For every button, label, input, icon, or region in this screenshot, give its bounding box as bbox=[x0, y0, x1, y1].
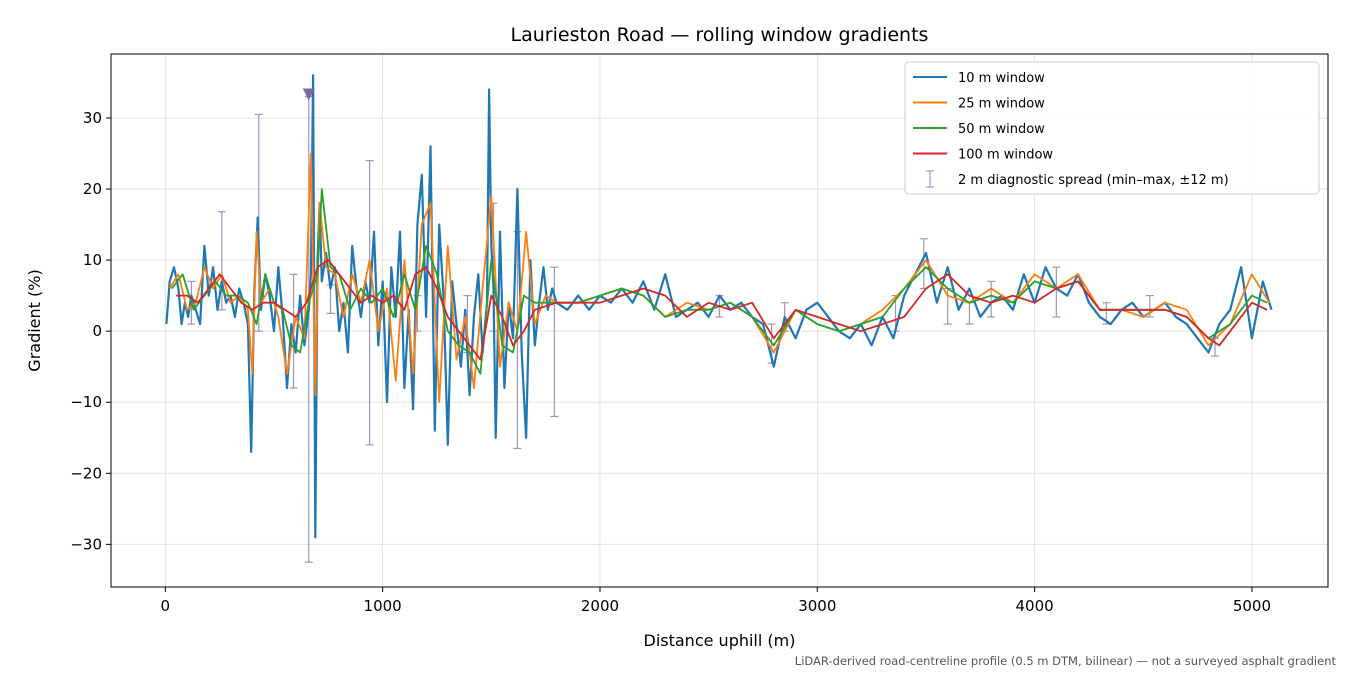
y-tick-label: 10 bbox=[83, 251, 102, 269]
spread-bar bbox=[217, 211, 226, 311]
legend-label: 2 m diagnostic spread (min–max, ±12 m) bbox=[958, 173, 1229, 188]
peak-marker bbox=[302, 88, 315, 101]
y-tick-label: 20 bbox=[83, 180, 102, 198]
spread-bar bbox=[1052, 266, 1061, 318]
x-axis-title: Distance uphill (m) bbox=[644, 631, 796, 650]
series-50m-line bbox=[171, 188, 1268, 375]
legend-label: 50 m window bbox=[958, 122, 1045, 137]
x-tick-label: 1000 bbox=[364, 597, 402, 615]
legend-label: 10 m window bbox=[958, 71, 1045, 86]
legend-swatch bbox=[926, 170, 934, 188]
x-tick-label: 2000 bbox=[581, 597, 619, 615]
legend-label: 100 m window bbox=[958, 148, 1053, 163]
peak-marker-layer bbox=[302, 88, 315, 101]
legend: 10 m window 25 m window 50 m window 100 m w… bbox=[904, 61, 1320, 195]
y-axis-title: Gradient (%) bbox=[25, 269, 44, 371]
legend-box bbox=[904, 61, 1320, 195]
y-tick-label: 0 bbox=[92, 322, 102, 340]
x-tick-label: 5000 bbox=[1233, 597, 1271, 615]
y-tick-label: −30 bbox=[70, 535, 102, 553]
series-lines bbox=[165, 74, 1273, 539]
x-tick-label: 3000 bbox=[798, 597, 836, 615]
chart-title: Laurieston Road — rolling window gradien… bbox=[511, 24, 929, 46]
x-tick-label: 4000 bbox=[1016, 597, 1054, 615]
plot-frame bbox=[110, 53, 1329, 588]
y-axis-ticks: −30 −20 −10 0 10 20 30 bbox=[70, 109, 111, 553]
y-tick-label: −10 bbox=[70, 393, 102, 411]
footnote: LiDAR-derived road-centreline profile (0… bbox=[795, 654, 1337, 668]
y-tick-label: −20 bbox=[70, 464, 102, 482]
x-tick-label: 0 bbox=[161, 597, 171, 615]
y-tick-label: 30 bbox=[83, 109, 102, 127]
legend-label: 25 m window bbox=[958, 97, 1045, 112]
spread-bar bbox=[987, 280, 996, 318]
x-axis-ticks: 0 1000 2000 3000 4000 5000 bbox=[161, 587, 1271, 615]
series-100m-line bbox=[176, 259, 1268, 361]
